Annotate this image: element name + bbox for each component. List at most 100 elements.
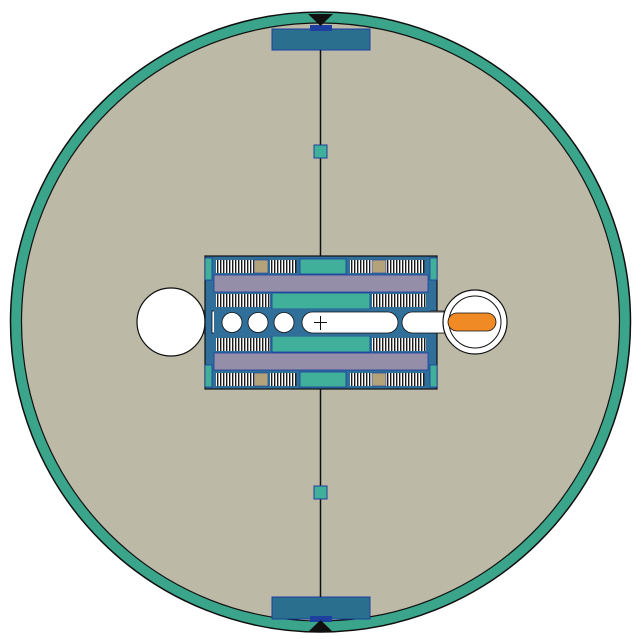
rack-stripe (411, 373, 413, 386)
rack-stripe (283, 373, 285, 386)
teal-band-lower (271, 335, 371, 353)
rack-stripe (360, 373, 362, 386)
rack-stripe (424, 294, 426, 307)
rack-stripe (391, 294, 393, 307)
rack-stripe (268, 338, 270, 351)
channel-hole-3 (273, 312, 295, 333)
rack-stripe (351, 373, 353, 386)
lavender-bar-lower (213, 352, 429, 371)
rack-stripe (235, 260, 237, 273)
rack-stripe (411, 260, 413, 273)
rack-stripe (418, 338, 420, 351)
rack-stripe (289, 260, 291, 273)
corner-block-tl (204, 257, 213, 281)
rack-stripe (405, 373, 407, 386)
crosshair-icon (314, 316, 327, 330)
central-block (204, 255, 461, 390)
rack-stripe (235, 373, 237, 386)
rack-stripe (418, 294, 420, 307)
rack-stripe (235, 294, 237, 307)
rack-stripe (277, 373, 279, 386)
rack-stripe (412, 294, 414, 307)
rack-stripe (244, 373, 246, 386)
rack-stripe (223, 260, 225, 273)
channel-slot (301, 311, 399, 334)
rack-stripe (238, 294, 240, 307)
rack-stripe (388, 294, 390, 307)
rack-stripe (393, 260, 395, 273)
rack-mid-bottom (216, 338, 426, 351)
rack-stripe (223, 338, 225, 351)
rack-stripe (226, 338, 228, 351)
rack-stripe (397, 338, 399, 351)
rack-stripe (232, 373, 234, 386)
rack-stripe (351, 260, 353, 273)
rack-stripe (220, 294, 222, 307)
rack-stripe (385, 338, 387, 351)
rack-stripe (265, 338, 267, 351)
teal-band-bottom (299, 371, 347, 388)
rack-stripe (396, 260, 398, 273)
rack-stripe (369, 373, 371, 386)
rack-stripe (387, 373, 389, 386)
rack-stripe (369, 260, 371, 273)
rack-stripe (250, 373, 252, 386)
rack-stripe (277, 260, 279, 273)
rack-stripe (295, 373, 297, 386)
rack-stripe (376, 294, 378, 307)
rack-stripe (238, 338, 240, 351)
rack-stripe (402, 260, 404, 273)
rack-stripe (420, 373, 422, 386)
sand-block (253, 259, 269, 274)
rack-stripe (253, 260, 255, 273)
rack-stripe (217, 294, 219, 307)
rack-stripe (253, 294, 255, 307)
rack-stripe (229, 338, 231, 351)
rack-stripe (382, 338, 384, 351)
rack-stripe (256, 338, 258, 351)
rack-stripe (235, 338, 237, 351)
channel-hole-1 (221, 312, 243, 333)
rack-stripe (373, 338, 375, 351)
rack-mid-top (216, 294, 426, 307)
corner-block-tr (429, 257, 438, 281)
corner-block-br (429, 364, 438, 388)
rack-stripe (417, 373, 419, 386)
teal-band-top (299, 258, 347, 275)
rack-stripe (220, 373, 222, 386)
channel-hole-2 (247, 312, 269, 333)
rack-stripe (226, 373, 228, 386)
rack-stripe (424, 338, 426, 351)
rack-stripe (283, 260, 285, 273)
bottom-marker-icon (308, 620, 333, 632)
rack-stripe (388, 338, 390, 351)
rack-stripe (262, 294, 264, 307)
rack-stripe (280, 373, 282, 386)
rack-stripe (417, 260, 419, 273)
fuel-element (447, 312, 497, 332)
rack-stripe (247, 294, 249, 307)
rack-stripe (292, 373, 294, 386)
rack-stripe (376, 338, 378, 351)
top-marker-icon (308, 14, 333, 26)
rack-stripe (259, 338, 261, 351)
left-cavity (136, 287, 206, 357)
rack-stripe (256, 294, 258, 307)
rack-stripe (250, 294, 252, 307)
rack-stripe (238, 373, 240, 386)
rack-stripe (394, 294, 396, 307)
sand-block (371, 372, 387, 387)
rack-stripe (250, 338, 252, 351)
rack-stripe (217, 338, 219, 351)
top-pad (271, 28, 371, 51)
rack-stripe (366, 260, 368, 273)
upper-square-marker (313, 144, 328, 159)
rack-stripe (223, 373, 225, 386)
rack-stripe (253, 338, 255, 351)
rack-stripe (247, 338, 249, 351)
rack-stripe (274, 373, 276, 386)
rack-stripe (420, 260, 422, 273)
rack-stripe (421, 338, 423, 351)
rack-stripe (232, 260, 234, 273)
